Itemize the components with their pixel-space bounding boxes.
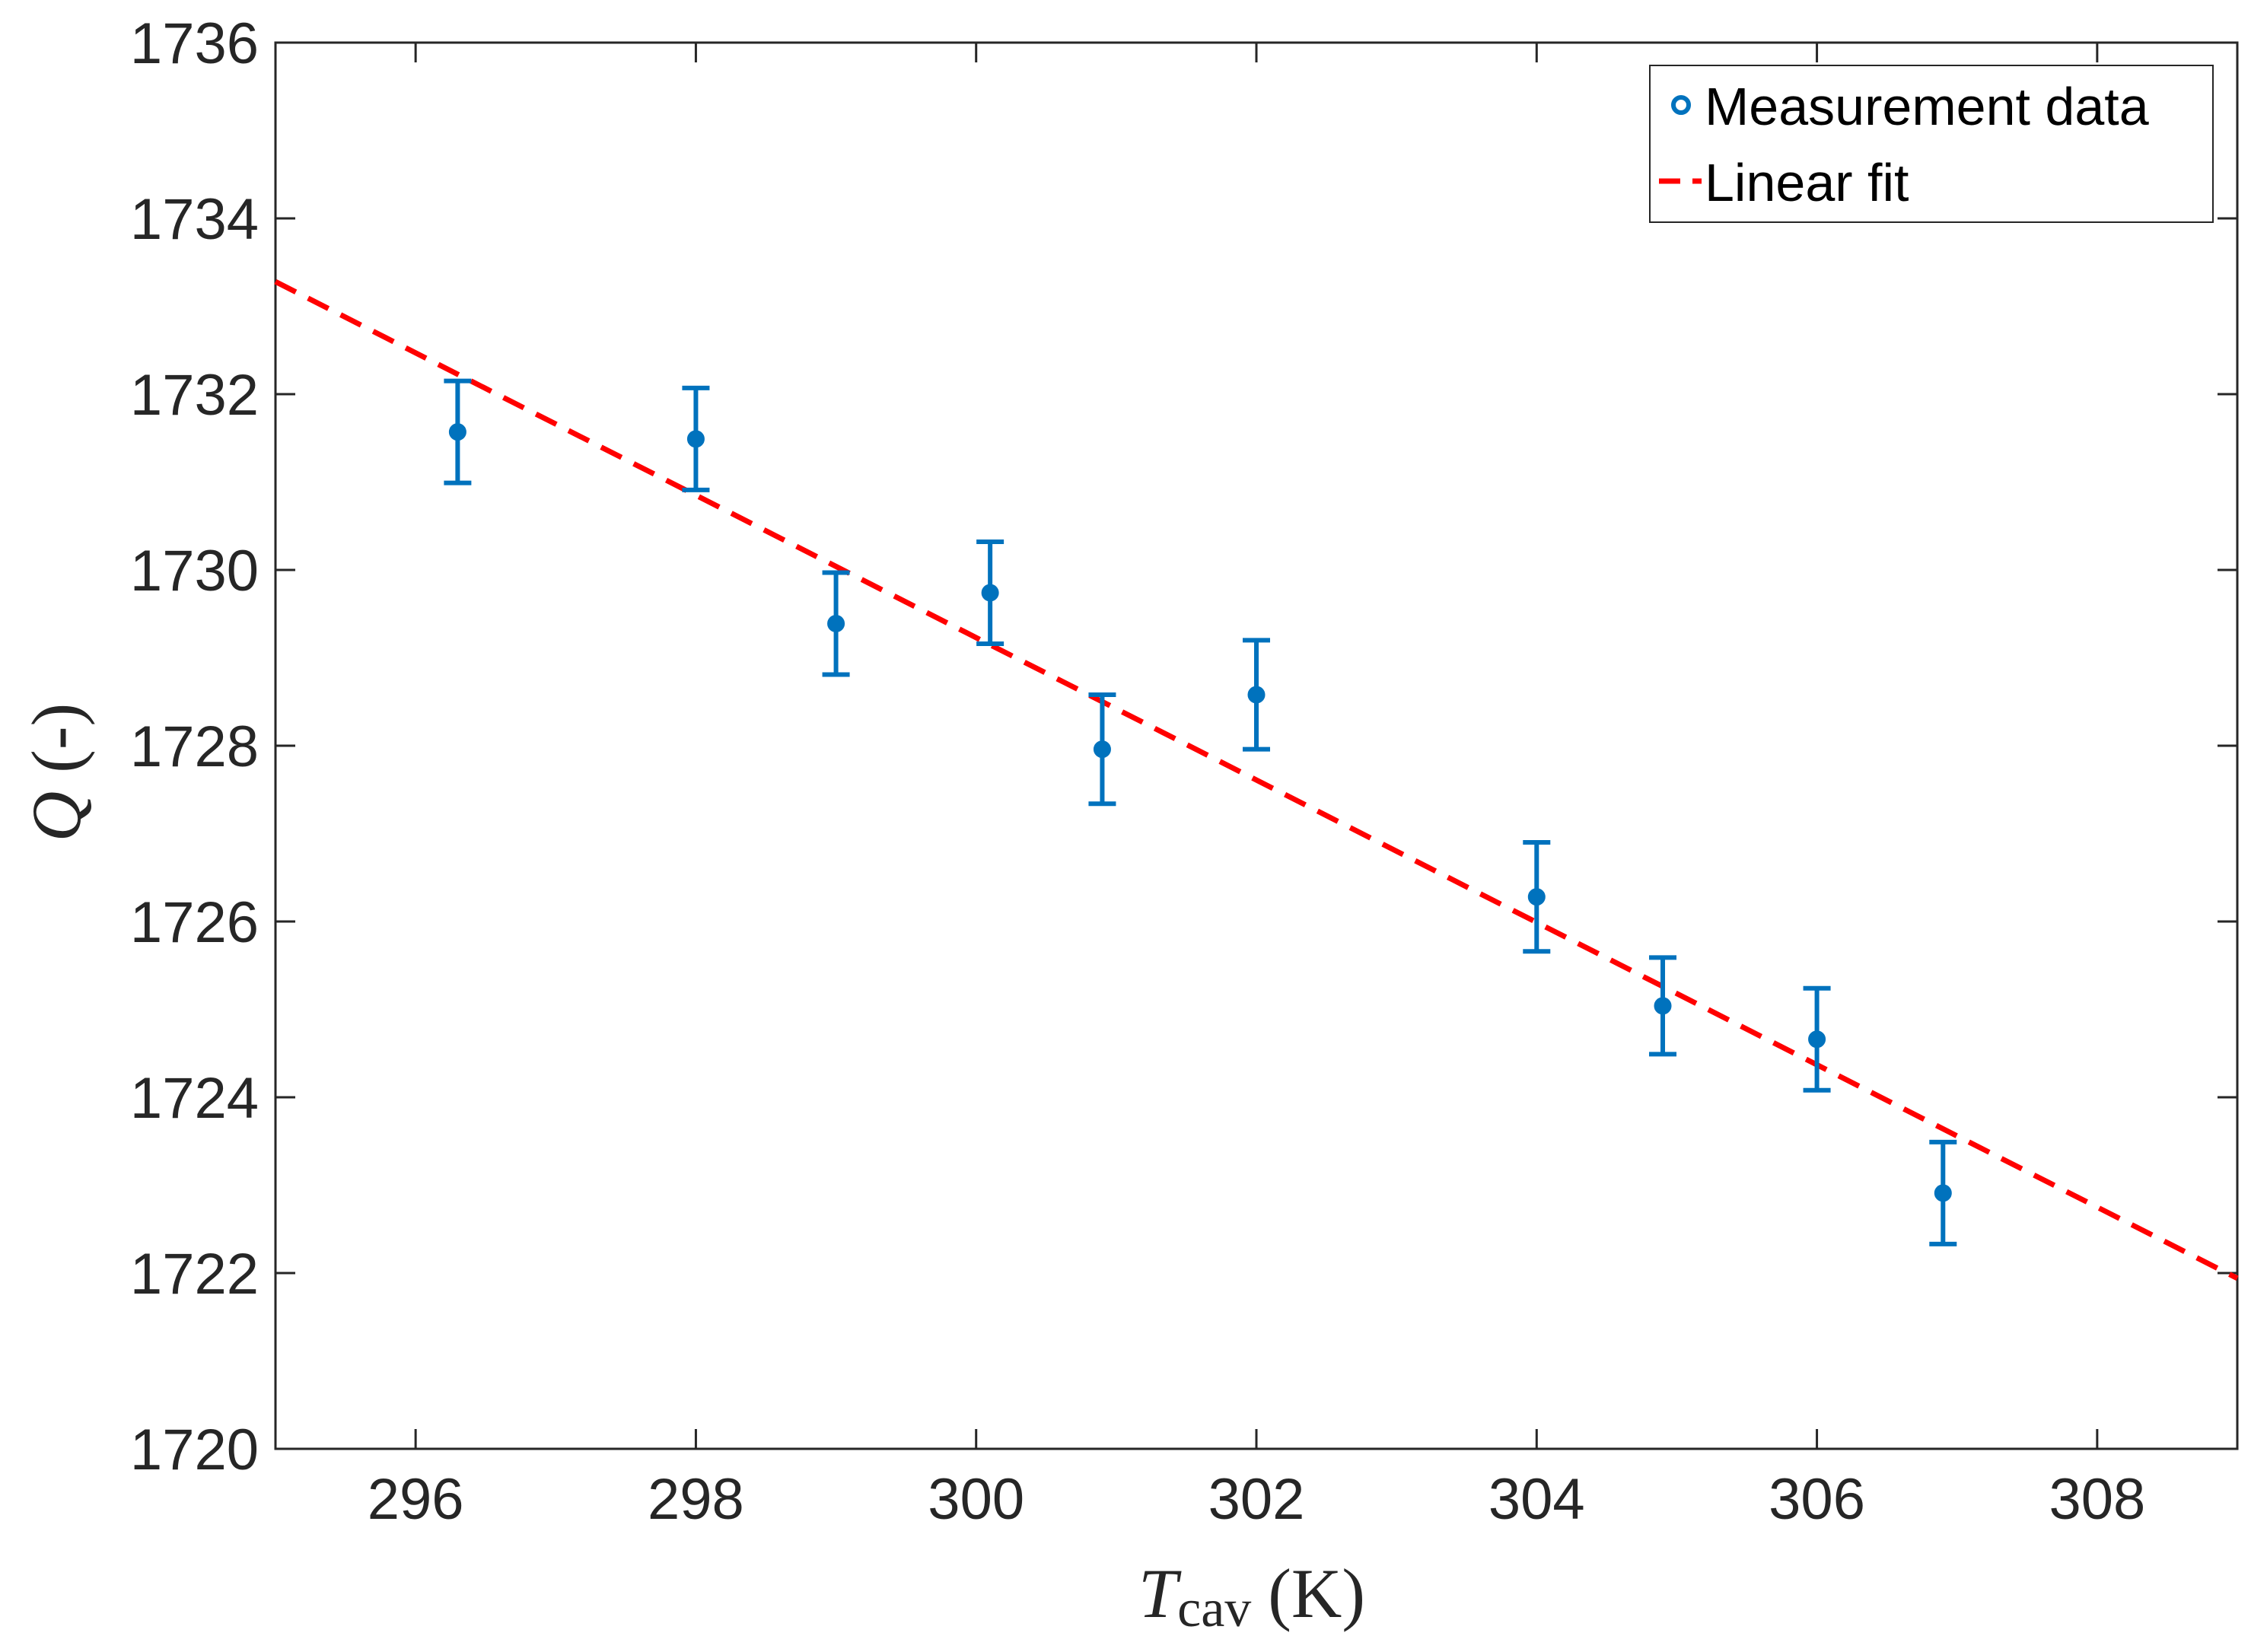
legend-marker-measurement xyxy=(1671,95,1691,115)
y-tick-label: 1726 xyxy=(130,890,259,955)
x-axis-title-subscript: cav xyxy=(1177,1580,1251,1638)
x-tick-label: 308 xyxy=(2049,1467,2145,1532)
y-tick-label: 1734 xyxy=(130,187,259,252)
data-point-10 xyxy=(1929,1139,1957,1246)
data-point-3 xyxy=(822,570,850,677)
data-marker xyxy=(1934,1184,1952,1202)
x-tick-label: 302 xyxy=(1208,1467,1305,1532)
y-tick-label: 1732 xyxy=(130,363,259,428)
data-marker xyxy=(1654,997,1672,1015)
data-marker xyxy=(1808,1030,1826,1049)
y-tick-label: 1720 xyxy=(130,1418,259,1482)
data-marker xyxy=(981,584,999,602)
y-tick-label: 1730 xyxy=(130,539,259,603)
data-point-5 xyxy=(1088,692,1116,807)
data-marker xyxy=(827,614,845,632)
x-axis-title-symbol: T xyxy=(1138,1555,1182,1632)
data-point-9 xyxy=(1803,985,1831,1093)
legend: Measurement data Linear fit xyxy=(1649,65,2214,223)
data-marker xyxy=(686,430,705,448)
axis-tick-labels: 296 298 300 302 304 306 308 1720 1722 1724 1726 172… xyxy=(130,11,2145,1532)
x-axis-title: Tcav (K) xyxy=(1138,1555,1365,1638)
fit-line xyxy=(274,279,2239,1281)
data-marker xyxy=(1093,740,1111,759)
axis-ticks xyxy=(275,41,2237,1450)
x-tick-label: 306 xyxy=(1769,1467,1865,1532)
x-axis-title-unit: (K) xyxy=(1268,1555,1365,1632)
data-point-1 xyxy=(444,378,472,485)
y-axis-title-symbol: Q xyxy=(18,791,95,842)
data-point-2 xyxy=(682,385,710,492)
legend-label-measurement: Measurement data xyxy=(1705,77,2149,136)
y-tick-label: 1722 xyxy=(130,1242,259,1307)
y-axis-title-unit: (-) xyxy=(18,703,95,773)
data-marker xyxy=(1527,888,1546,906)
data-marker xyxy=(448,423,466,441)
y-tick-label: 1736 xyxy=(130,11,259,76)
x-tick-label: 304 xyxy=(1488,1467,1585,1532)
data-point-4 xyxy=(976,540,1005,647)
data-point-7 xyxy=(1523,840,1551,954)
data-points-layer xyxy=(444,378,1957,1246)
x-tick-label: 300 xyxy=(928,1467,1024,1532)
legend-box xyxy=(1649,65,2214,223)
data-marker xyxy=(1247,686,1266,704)
y-axis-title: Q (-) xyxy=(18,703,95,842)
legend-label-fit: Linear fit xyxy=(1705,153,1909,212)
x-tick-label: 296 xyxy=(368,1467,464,1532)
y-tick-label: 1728 xyxy=(130,715,259,779)
fit-line-layer xyxy=(274,279,2239,1281)
y-tick-label: 1724 xyxy=(130,1066,259,1131)
x-tick-label: 298 xyxy=(648,1467,744,1532)
data-point-6 xyxy=(1243,638,1270,752)
data-point-8 xyxy=(1649,955,1677,1057)
